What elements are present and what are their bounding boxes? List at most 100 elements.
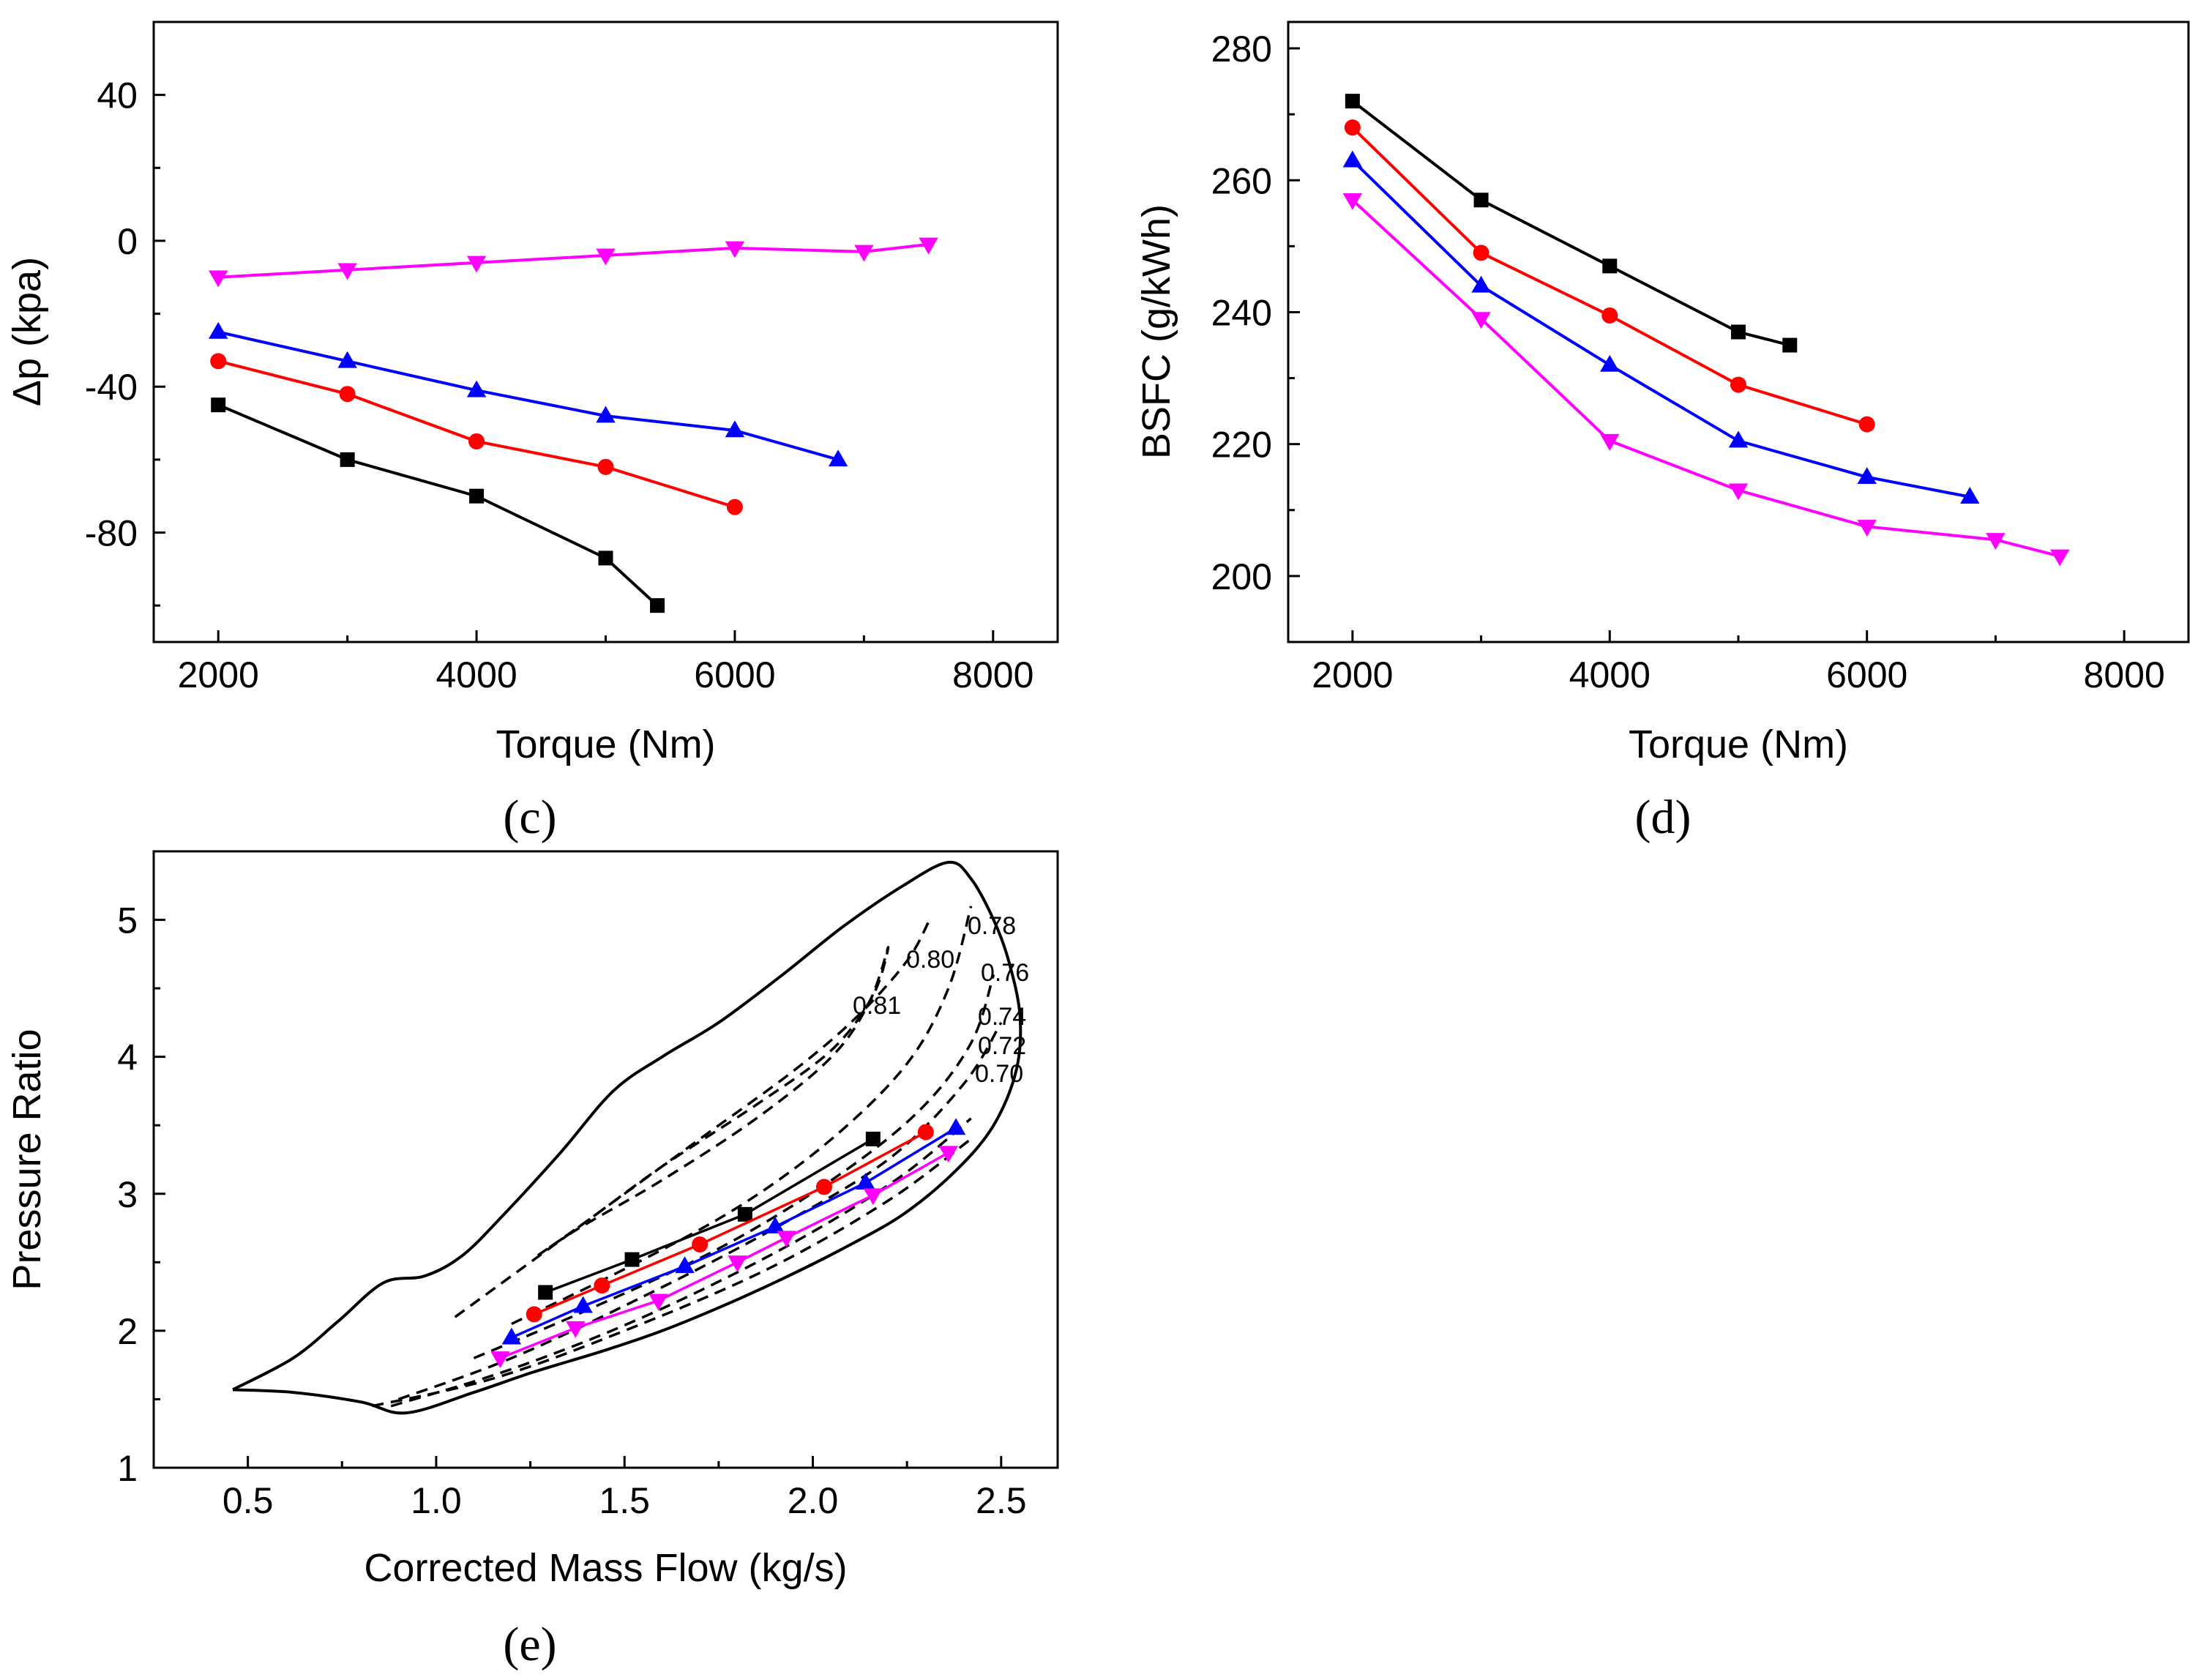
- panel-e-series-blue-line: [511, 1127, 957, 1339]
- panel-e-series-black-line: [545, 1138, 874, 1294]
- panel-e-series-blue-point: [946, 1118, 966, 1135]
- compressor-map-boundary: [232, 860, 1023, 1415]
- panel-c-series-blue-point: [596, 406, 616, 423]
- panel-e-ytick-label: 2: [117, 1311, 138, 1352]
- panel-c-xtick-label: 6000: [694, 654, 775, 695]
- panel-d-series-red-point: [1601, 307, 1618, 324]
- panel-d-series-blue-point: [1857, 467, 1877, 484]
- efficiency-contour-label-0.81: 0.81: [853, 992, 901, 1020]
- panel-c-series-magenta-point: [209, 270, 228, 288]
- panel-d-series-blue-point: [1471, 275, 1491, 293]
- panel-c-series-blue-point: [725, 420, 745, 438]
- panel-e-xtick-label: 1.0: [411, 1480, 462, 1521]
- panel-e-ytick-label: 3: [117, 1174, 138, 1215]
- panel-c-series-black-point: [598, 550, 613, 566]
- panel-c-ytick-label: 40: [97, 75, 138, 116]
- panel-d-series-magenta-point: [1600, 433, 1620, 451]
- panel-c-series-red-point: [339, 386, 356, 403]
- efficiency-contour-0.81: [537, 946, 890, 1257]
- panel-e-ytick-label: 5: [117, 900, 138, 941]
- panel-e-xtick-label: 2.5: [976, 1480, 1027, 1521]
- panel-e-series-black-point: [538, 1285, 553, 1300]
- efficiency-contour-0.72: [390, 1117, 972, 1408]
- panel-d-series-red-point: [1730, 376, 1746, 393]
- panel-e-xlabel: Corrected Mass Flow (kg/s): [364, 1546, 847, 1590]
- efficiency-contour-0.70: [372, 1138, 972, 1408]
- panel-c-ytick-label: 0: [117, 221, 138, 262]
- panel-e-series-blue-point: [573, 1296, 593, 1313]
- panel-d-series-black-point: [1602, 258, 1618, 274]
- panel-d-series-red-line: [1351, 126, 1868, 426]
- panel-e-series-magenta-point: [648, 1293, 668, 1311]
- panel-e-series-red-point: [917, 1124, 934, 1140]
- panel-c-frame: [152, 20, 1059, 643]
- panel-e-ytick-label: 1: [117, 1448, 138, 1489]
- panel-d-ylabel: BSFC (g/kWh): [1134, 204, 1178, 459]
- panel-c-series-magenta-point: [919, 237, 938, 255]
- panel-c-series-red-point: [468, 433, 485, 449]
- panel-e-series-red-point: [526, 1306, 542, 1323]
- panel-e-series-magenta-point: [490, 1351, 510, 1368]
- panel-c-series-black-point: [650, 598, 665, 613]
- panel-c-ylabel: Δp (kpa): [5, 257, 49, 406]
- panel-c-series-red-point: [210, 353, 227, 370]
- panel-d-series-black-point: [1731, 324, 1746, 340]
- panel-d-series-magenta-point: [1986, 533, 2006, 550]
- panel-d-series-red-point: [1344, 119, 1361, 136]
- efficiency-contour-label-0.72: 0.72: [978, 1032, 1026, 1060]
- panel-c-series-blue-line: [217, 330, 839, 461]
- efficiency-contour-label-0.80: 0.80: [906, 946, 954, 974]
- efficiency-contour-label-0.78: 0.78: [968, 912, 1016, 940]
- panel-d-series-blue-point: [1600, 354, 1620, 372]
- panel-e-series-magenta-point: [938, 1146, 958, 1163]
- panel-c-series-magenta-point: [725, 241, 745, 258]
- efficiency-contour-label-0.76: 0.76: [981, 959, 1029, 987]
- panel-c-series-blue-point: [209, 321, 228, 339]
- efficiency-contour-label-0.70: 0.70: [975, 1060, 1023, 1088]
- panel-e-series-blue-point: [501, 1327, 522, 1345]
- panel-c-xlabel: Torque (Nm): [496, 723, 715, 766]
- panel-d-series-magenta-point: [2050, 549, 2070, 567]
- panel-e-series-magenta-line: [499, 1151, 949, 1359]
- efficiency-contour-label-0.74: 0.74: [978, 1003, 1026, 1031]
- panel-e-label: (e): [503, 1618, 556, 1671]
- panel-c-series-red-point: [726, 499, 743, 515]
- panel-d-ytick-label: 200: [1211, 556, 1272, 597]
- panel-d-series-red-point: [1858, 416, 1875, 433]
- panel-d-xtick-label: 6000: [1826, 654, 1907, 695]
- panel-e-series-red-point: [692, 1236, 709, 1253]
- panel-c-series-magenta-point: [596, 248, 616, 266]
- panel-d-series-blue-point: [1728, 430, 1749, 448]
- panel-c-ytick-label: -80: [85, 513, 138, 554]
- panel-e-compressor-map: 0.5 1.0 1.5 2.0 2.5 1 2 3 4 5 Corrected Mass Flow …: [5, 850, 1059, 1671]
- panel-d-ytick-label: 260: [1211, 160, 1272, 201]
- panel-e-xtick-label: 0.5: [223, 1480, 274, 1521]
- panel-e-series-blue-point: [856, 1173, 875, 1190]
- panel-d-series-blue-line: [1351, 159, 1970, 499]
- panel-c-series-black-line: [217, 403, 659, 607]
- panel-d-series-magenta-point: [1728, 483, 1749, 501]
- panel-e-xtick-label: 1.5: [599, 1480, 650, 1521]
- panel-d-series-black-point: [1473, 193, 1489, 208]
- panel-d-series-magenta-line: [1351, 198, 2060, 558]
- panel-d-series-magenta-point: [1342, 193, 1363, 210]
- panel-c-series-black-point: [211, 397, 226, 413]
- panel-d-series-magenta-point: [1857, 520, 1877, 537]
- panel-d-xlabel: Torque (Nm): [1629, 723, 1848, 766]
- panel-d-xtick-label: 8000: [2084, 654, 2165, 695]
- panel-d-series-black-point: [1782, 337, 1798, 353]
- panel-c-ytick-label: -40: [85, 367, 138, 408]
- panel-d-series-magenta-point: [1471, 312, 1491, 329]
- panel-c-xtick-label: 8000: [952, 654, 1033, 695]
- panel-e-series-magenta-point: [728, 1255, 747, 1272]
- panel-d-label: (d): [1635, 791, 1692, 844]
- panel-e-series-magenta-point: [863, 1188, 883, 1206]
- panel-d-xtick-label: 4000: [1569, 654, 1651, 695]
- panel-d-ytick-label: 220: [1211, 425, 1272, 466]
- efficiency-contour-0.78: [511, 906, 973, 1326]
- panel-d-ytick-label: 280: [1211, 29, 1272, 70]
- panel-e-series-magenta-point: [566, 1321, 586, 1338]
- panel-e-series-black-point: [865, 1131, 881, 1146]
- panel-d-series-blue-point: [1960, 487, 1980, 504]
- panel-e-series-red-point: [594, 1277, 610, 1294]
